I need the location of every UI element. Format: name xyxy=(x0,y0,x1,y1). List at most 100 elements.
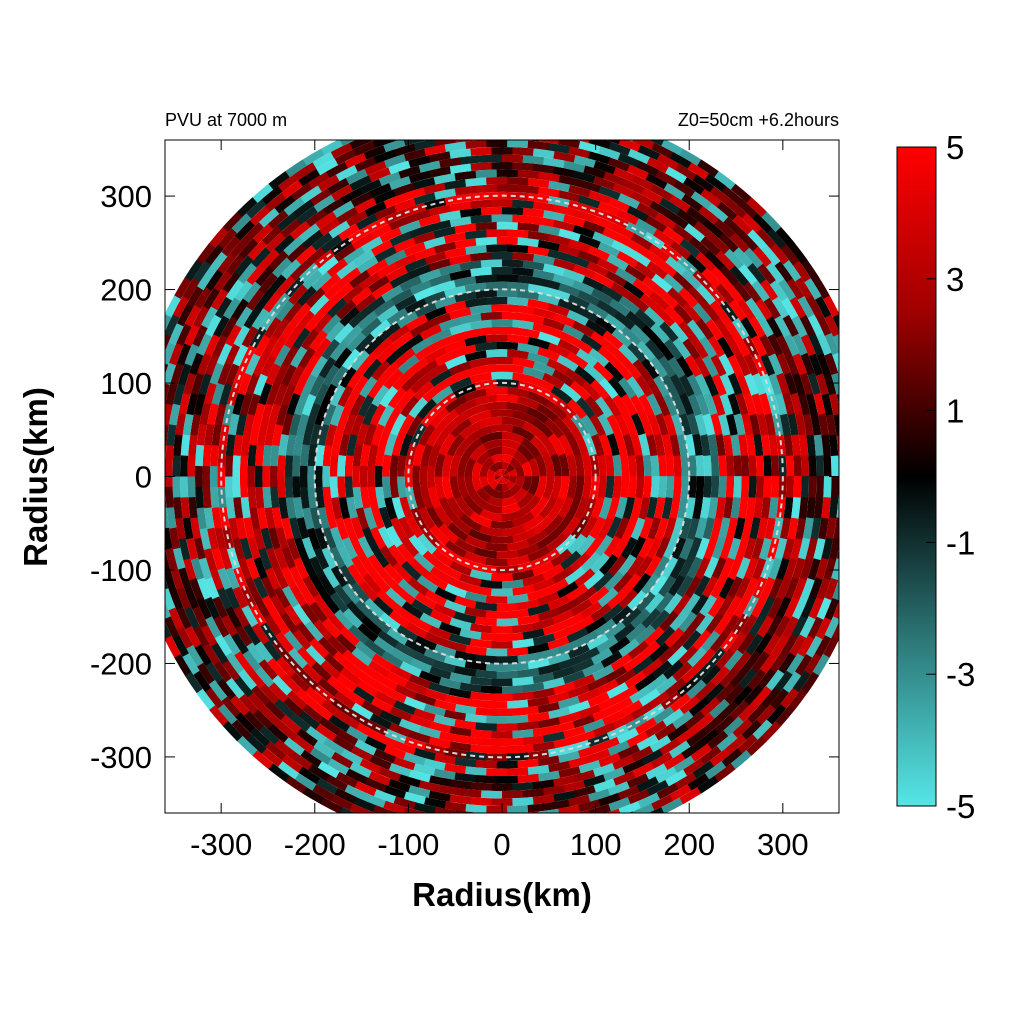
heatmap-cell-468 xyxy=(620,536,638,560)
heatmap-cell-1600 xyxy=(219,424,230,447)
heatmap-cell-805 xyxy=(322,364,340,388)
heatmap-cell-633 xyxy=(405,314,428,332)
heatmap-cell-335 xyxy=(410,559,432,580)
heatmap-cell-2267 xyxy=(327,758,350,776)
heatmap-cell-1305 xyxy=(578,704,602,719)
heatmap-cell-1488 xyxy=(681,269,702,290)
heatmap-cell-1118 xyxy=(496,236,518,245)
heatmap-cell-2681 xyxy=(193,670,212,693)
heatmap-cell-1339 xyxy=(491,214,513,223)
heatmap-cell-2252 xyxy=(166,507,177,530)
heatmap-cell-1623 xyxy=(486,753,508,762)
heatmap-cell-103 xyxy=(547,432,566,456)
heatmap-cell-863 xyxy=(342,324,363,346)
heatmap-cell-295 xyxy=(382,476,392,499)
heatmap-cell-1323 xyxy=(743,393,757,416)
heatmap-cell-1159 xyxy=(596,679,620,696)
heatmap-cell-719 xyxy=(653,555,671,578)
heatmap-cell-364 xyxy=(387,387,407,409)
heatmap-cell-1538 xyxy=(470,744,493,754)
heatmap-cell-748 xyxy=(321,383,338,407)
heatmap-cell-2053 xyxy=(179,455,189,477)
heatmap-cell-1663 xyxy=(557,190,581,203)
heatmap-cell-2195 xyxy=(807,557,821,581)
heatmap-cell-1673 xyxy=(355,213,378,231)
heatmap-cell-137 xyxy=(526,528,549,547)
heatmap-cell-1662 xyxy=(577,195,601,209)
heatmap-cell-2226 xyxy=(465,140,487,149)
heatmap-cell-2751 xyxy=(543,104,565,114)
heatmap-cell-1526 xyxy=(263,614,282,637)
heatmap-cell-56 xyxy=(483,502,503,514)
heatmap-cell-362 xyxy=(416,359,439,379)
heatmap-cell-907 xyxy=(676,355,694,378)
heatmap-cell-572 xyxy=(606,343,628,364)
heatmap-cell-2599 xyxy=(692,760,715,779)
heatmap-cell-508 xyxy=(532,617,556,631)
heatmap-cell-328 xyxy=(378,424,393,447)
heatmap-cell-2634 xyxy=(669,151,692,169)
heatmap-cell-1139 xyxy=(268,527,281,550)
heatmap-cell-2603 xyxy=(756,704,777,725)
x-axis-ticks: -300 -200 -100 0 100 200 300 xyxy=(190,140,809,862)
heatmap-cell-1474 xyxy=(751,537,765,560)
heatmap-cell-2697 xyxy=(471,835,493,844)
heatmap-cell-2762 xyxy=(320,140,343,156)
heatmap-cell-1338 xyxy=(511,214,534,224)
heatmap-cell-70 xyxy=(520,494,542,516)
heatmap-cell-2015 xyxy=(751,280,770,302)
heatmap-cell-1757 xyxy=(423,182,446,195)
heatmap-cell-838 xyxy=(692,496,704,520)
heatmap-cell-377 xyxy=(475,601,498,612)
heatmap-cell-1659 xyxy=(634,218,658,236)
heatmap-cell-504 xyxy=(449,617,472,631)
heatmap-cell-1200 xyxy=(304,311,324,333)
heatmap-cell-1363 xyxy=(253,557,268,580)
heatmap-cell-2280 xyxy=(588,788,611,802)
heatmap-cell-886 xyxy=(491,678,513,687)
heatmap-cell-219 xyxy=(566,398,587,420)
heatmap-cell-2387 xyxy=(673,755,696,774)
heatmap-cell-1518 xyxy=(224,455,234,477)
heatmap-cell-2511 xyxy=(849,413,860,435)
heatmap-cell-479 xyxy=(570,336,593,355)
heatmap-cell-1382 xyxy=(572,714,596,729)
heatmap-cell-2796 xyxy=(237,736,258,756)
heatmap-cell-2416 xyxy=(747,229,768,250)
x-tick-label: 300 xyxy=(757,827,809,862)
heatmap-cell-2287 xyxy=(714,714,735,735)
heatmap-cell-1672 xyxy=(374,205,397,221)
heatmap-cell-474 xyxy=(639,413,654,437)
heatmap-cell-2766 xyxy=(252,183,274,204)
heatmap-cell-716 xyxy=(611,605,633,625)
heatmap-cell-1536 xyxy=(428,736,452,749)
heatmap-cell-2068 xyxy=(306,726,328,745)
heatmap-cell-2584 xyxy=(394,811,399,813)
heatmap-cell-372 xyxy=(388,544,407,567)
heatmap-cell-914 xyxy=(562,268,586,283)
heatmap-cell-1719 xyxy=(670,693,692,713)
heatmap-cell-2481 xyxy=(465,819,487,828)
heatmap-cell-226 xyxy=(431,385,454,405)
heatmap-cell-73 xyxy=(529,435,550,457)
heatmap-cell-1642 xyxy=(772,516,784,540)
heatmap-cell-2469 xyxy=(244,710,265,732)
heatmap-cell-1868 xyxy=(196,507,207,530)
heatmap-cell-117 xyxy=(532,514,554,535)
heatmap-cell-1808 xyxy=(679,695,701,715)
heatmap-cell-487 xyxy=(411,336,434,355)
heatmap-cell-776 xyxy=(661,556,679,579)
heatmap-cell-1602 xyxy=(217,466,226,488)
heatmap-cell-2117 xyxy=(668,194,691,213)
heatmap-cell-1952 xyxy=(212,334,228,357)
heatmap-cell-376 xyxy=(454,595,477,609)
heatmap-cell-998 xyxy=(277,455,286,477)
heatmap-cell-2156 xyxy=(189,578,204,601)
heatmap-cell-2176 xyxy=(512,797,535,806)
heatmap-cell-93 xyxy=(442,453,454,477)
heatmap-cell-2542 xyxy=(353,141,376,157)
heatmap-cell-787 xyxy=(644,339,665,361)
heatmap-cell-1167 xyxy=(711,556,727,580)
heatmap-cell-2575 xyxy=(235,712,256,733)
heatmap-cell-2164 xyxy=(280,714,302,735)
